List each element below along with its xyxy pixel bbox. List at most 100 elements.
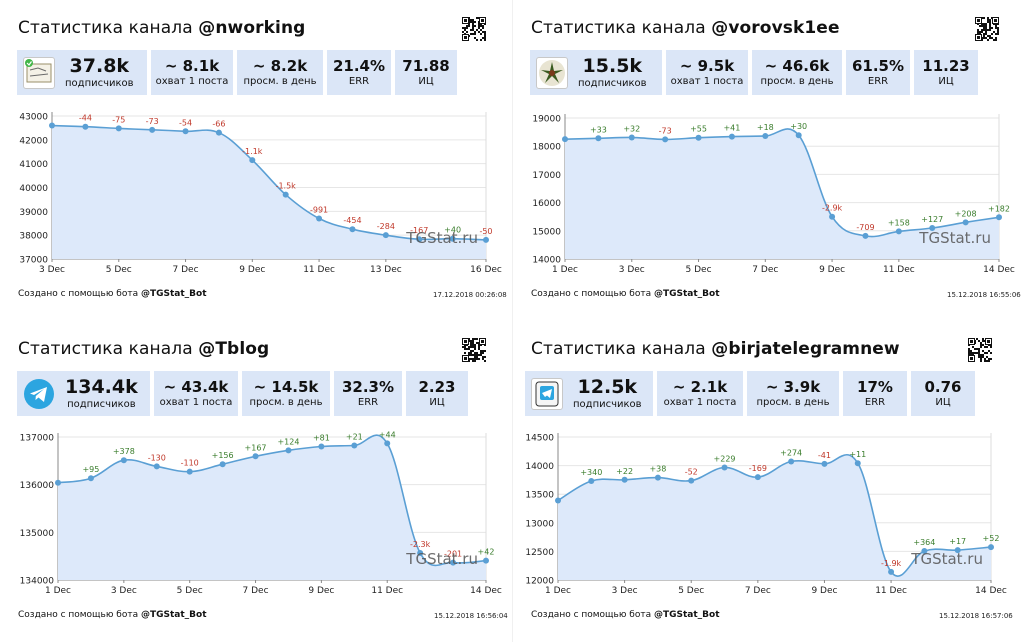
y-tick-label: 14500 bbox=[525, 434, 554, 444]
err-box: 21.4% ERR bbox=[327, 50, 391, 95]
y-tick-label: 40000 bbox=[19, 184, 48, 194]
delta-label: -41 bbox=[818, 451, 831, 460]
subscribers-box: 37.8k подписчиков bbox=[17, 50, 147, 95]
delta-label: -1.5k bbox=[276, 182, 297, 191]
err-value: 61.5% bbox=[851, 57, 905, 75]
data-point bbox=[788, 458, 795, 465]
reach-box: ~ 43.4k охват 1 поста bbox=[154, 371, 238, 416]
data-point bbox=[483, 236, 489, 243]
views-box: ~ 46.6k просм. в день bbox=[752, 50, 842, 95]
x-tick-label: 5 Dec bbox=[177, 586, 203, 596]
data-point bbox=[219, 461, 226, 468]
x-tick-label: 5 Dec bbox=[106, 265, 132, 275]
x-tick-label: 7 Dec bbox=[243, 586, 269, 596]
data-point bbox=[384, 440, 391, 447]
stats-row: 15.5k подписчиков ~ 9.5k охват 1 поста ~ 4… bbox=[530, 50, 978, 95]
panel-title: Статистика канала @Tblog bbox=[18, 339, 270, 359]
credit-text: Создано с помощью бота @TGStat_Bot bbox=[531, 610, 720, 620]
y-tick-label: 13500 bbox=[525, 491, 554, 501]
views-box: ~ 8.2k просм. в день bbox=[237, 50, 323, 95]
x-tick-label: 9 Dec bbox=[239, 265, 265, 275]
data-point bbox=[721, 464, 728, 471]
x-tick-label: 16 Dec bbox=[470, 265, 502, 275]
data-point bbox=[562, 136, 568, 143]
subscribers-value: 134.4k bbox=[65, 375, 138, 398]
subscribers-chart: 134000 135000 136000 137000 1 Dec 3 Dec 5 Dec 7… bbox=[20, 430, 502, 596]
reach-label: охват 1 поста bbox=[663, 397, 737, 408]
credit-text: Создано с помощью бота @TGStat_Bot bbox=[18, 610, 207, 620]
reach-label: охват 1 поста bbox=[670, 76, 744, 87]
subscribers-label: подписчиков bbox=[578, 77, 647, 89]
subscribers-value: 15.5k bbox=[582, 54, 643, 77]
data-point bbox=[120, 457, 127, 464]
delta-label: +81 bbox=[313, 433, 330, 442]
ic-label: ИЦ bbox=[418, 76, 434, 87]
reach-box: ~ 9.5k охват 1 поста bbox=[666, 50, 748, 95]
x-tick-label: 3 Dec bbox=[111, 586, 137, 596]
x-tick-label: 3 Dec bbox=[619, 265, 645, 275]
telegram-logo-icon bbox=[23, 378, 55, 410]
delta-label: -454 bbox=[343, 216, 361, 225]
views-value: ~ 46.6k bbox=[764, 57, 830, 75]
delta-label: +167 bbox=[245, 443, 267, 452]
err-value: 21.4% bbox=[332, 57, 386, 75]
subscribers-label: подписчиков bbox=[573, 398, 642, 410]
delta-label: +41 bbox=[723, 124, 740, 133]
y-tick-label: 135000 bbox=[20, 529, 55, 539]
y-tick-label: 41000 bbox=[19, 160, 48, 170]
reach-label: охват 1 поста bbox=[159, 397, 233, 408]
data-point bbox=[595, 135, 602, 142]
subscribers-box: 15.5k подписчиков bbox=[530, 50, 662, 95]
channel-avatar bbox=[531, 377, 563, 410]
data-point bbox=[588, 478, 595, 485]
qr-code-icon bbox=[462, 338, 486, 362]
ic-value: 11.23 bbox=[922, 57, 970, 75]
timestamp: 15.12.2018 16:56:04 bbox=[434, 612, 508, 620]
data-point bbox=[483, 557, 489, 564]
reach-value: ~ 43.4k bbox=[163, 378, 229, 396]
subscribers-chart: 37000 38000 39000 40000 41000 42000 43000 3 Dec… bbox=[19, 112, 502, 275]
y-tick-label: 13000 bbox=[525, 519, 554, 529]
ic-value: 71.88 bbox=[402, 57, 450, 75]
subscribers-value: 12.5k bbox=[577, 375, 638, 398]
delta-label: +18 bbox=[757, 123, 774, 132]
delta-label: +21 bbox=[346, 432, 363, 441]
qr-code-icon bbox=[975, 17, 999, 41]
series-line bbox=[564, 128, 1000, 238]
stats-row: 12.5k подписчиков ~ 2.1k охват 1 поста ~ 3… bbox=[525, 371, 975, 416]
y-tick-label: 17000 bbox=[532, 171, 561, 181]
data-point bbox=[186, 468, 193, 475]
channel-panel-nworking: Статистика канала @nworking 37.8k подписч… bbox=[0, 0, 512, 321]
ic-box: 11.23 ИЦ bbox=[914, 50, 978, 95]
x-tick-label: 9 Dec bbox=[811, 586, 837, 596]
channel-panel-birjatelegramnew: Статистика канала @birjatelegramnew 12.5… bbox=[512, 321, 1024, 642]
subscribers-chart: 12000 12500 13000 13500 14000 14500 1 Dec 3 Dec… bbox=[525, 433, 1007, 596]
delta-label: -284 bbox=[377, 222, 395, 231]
err-box: 61.5% ERR bbox=[846, 50, 910, 95]
data-point bbox=[282, 191, 289, 198]
data-point bbox=[954, 547, 961, 554]
data-point bbox=[695, 134, 702, 141]
data-point bbox=[821, 460, 828, 467]
timestamp: 17.12.2018 00:26:08 bbox=[433, 291, 507, 299]
ic-value: 2.23 bbox=[418, 378, 456, 396]
x-tick-label: 9 Dec bbox=[819, 265, 845, 275]
reach-label: охват 1 поста bbox=[155, 76, 229, 87]
x-tick-label: 7 Dec bbox=[745, 586, 771, 596]
data-point bbox=[555, 497, 561, 504]
x-tick-label: 7 Dec bbox=[752, 265, 778, 275]
delta-label: -73 bbox=[659, 126, 672, 135]
x-tick-label: 9 Dec bbox=[308, 586, 334, 596]
data-point bbox=[929, 224, 936, 231]
reach-value: ~ 2.1k bbox=[672, 378, 728, 396]
reach-value: ~ 9.5k bbox=[679, 57, 735, 75]
delta-label: +11 bbox=[849, 450, 866, 459]
delta-label: +127 bbox=[921, 215, 943, 224]
delta-label: +33 bbox=[590, 125, 607, 134]
ic-label: ИЦ bbox=[935, 397, 951, 408]
delta-label: +156 bbox=[212, 451, 234, 460]
delta-label: -52 bbox=[685, 468, 698, 477]
delta-label: +229 bbox=[714, 454, 736, 463]
x-tick-label: 13 Dec bbox=[370, 265, 402, 275]
watermark: TGStat.ru bbox=[918, 229, 991, 247]
